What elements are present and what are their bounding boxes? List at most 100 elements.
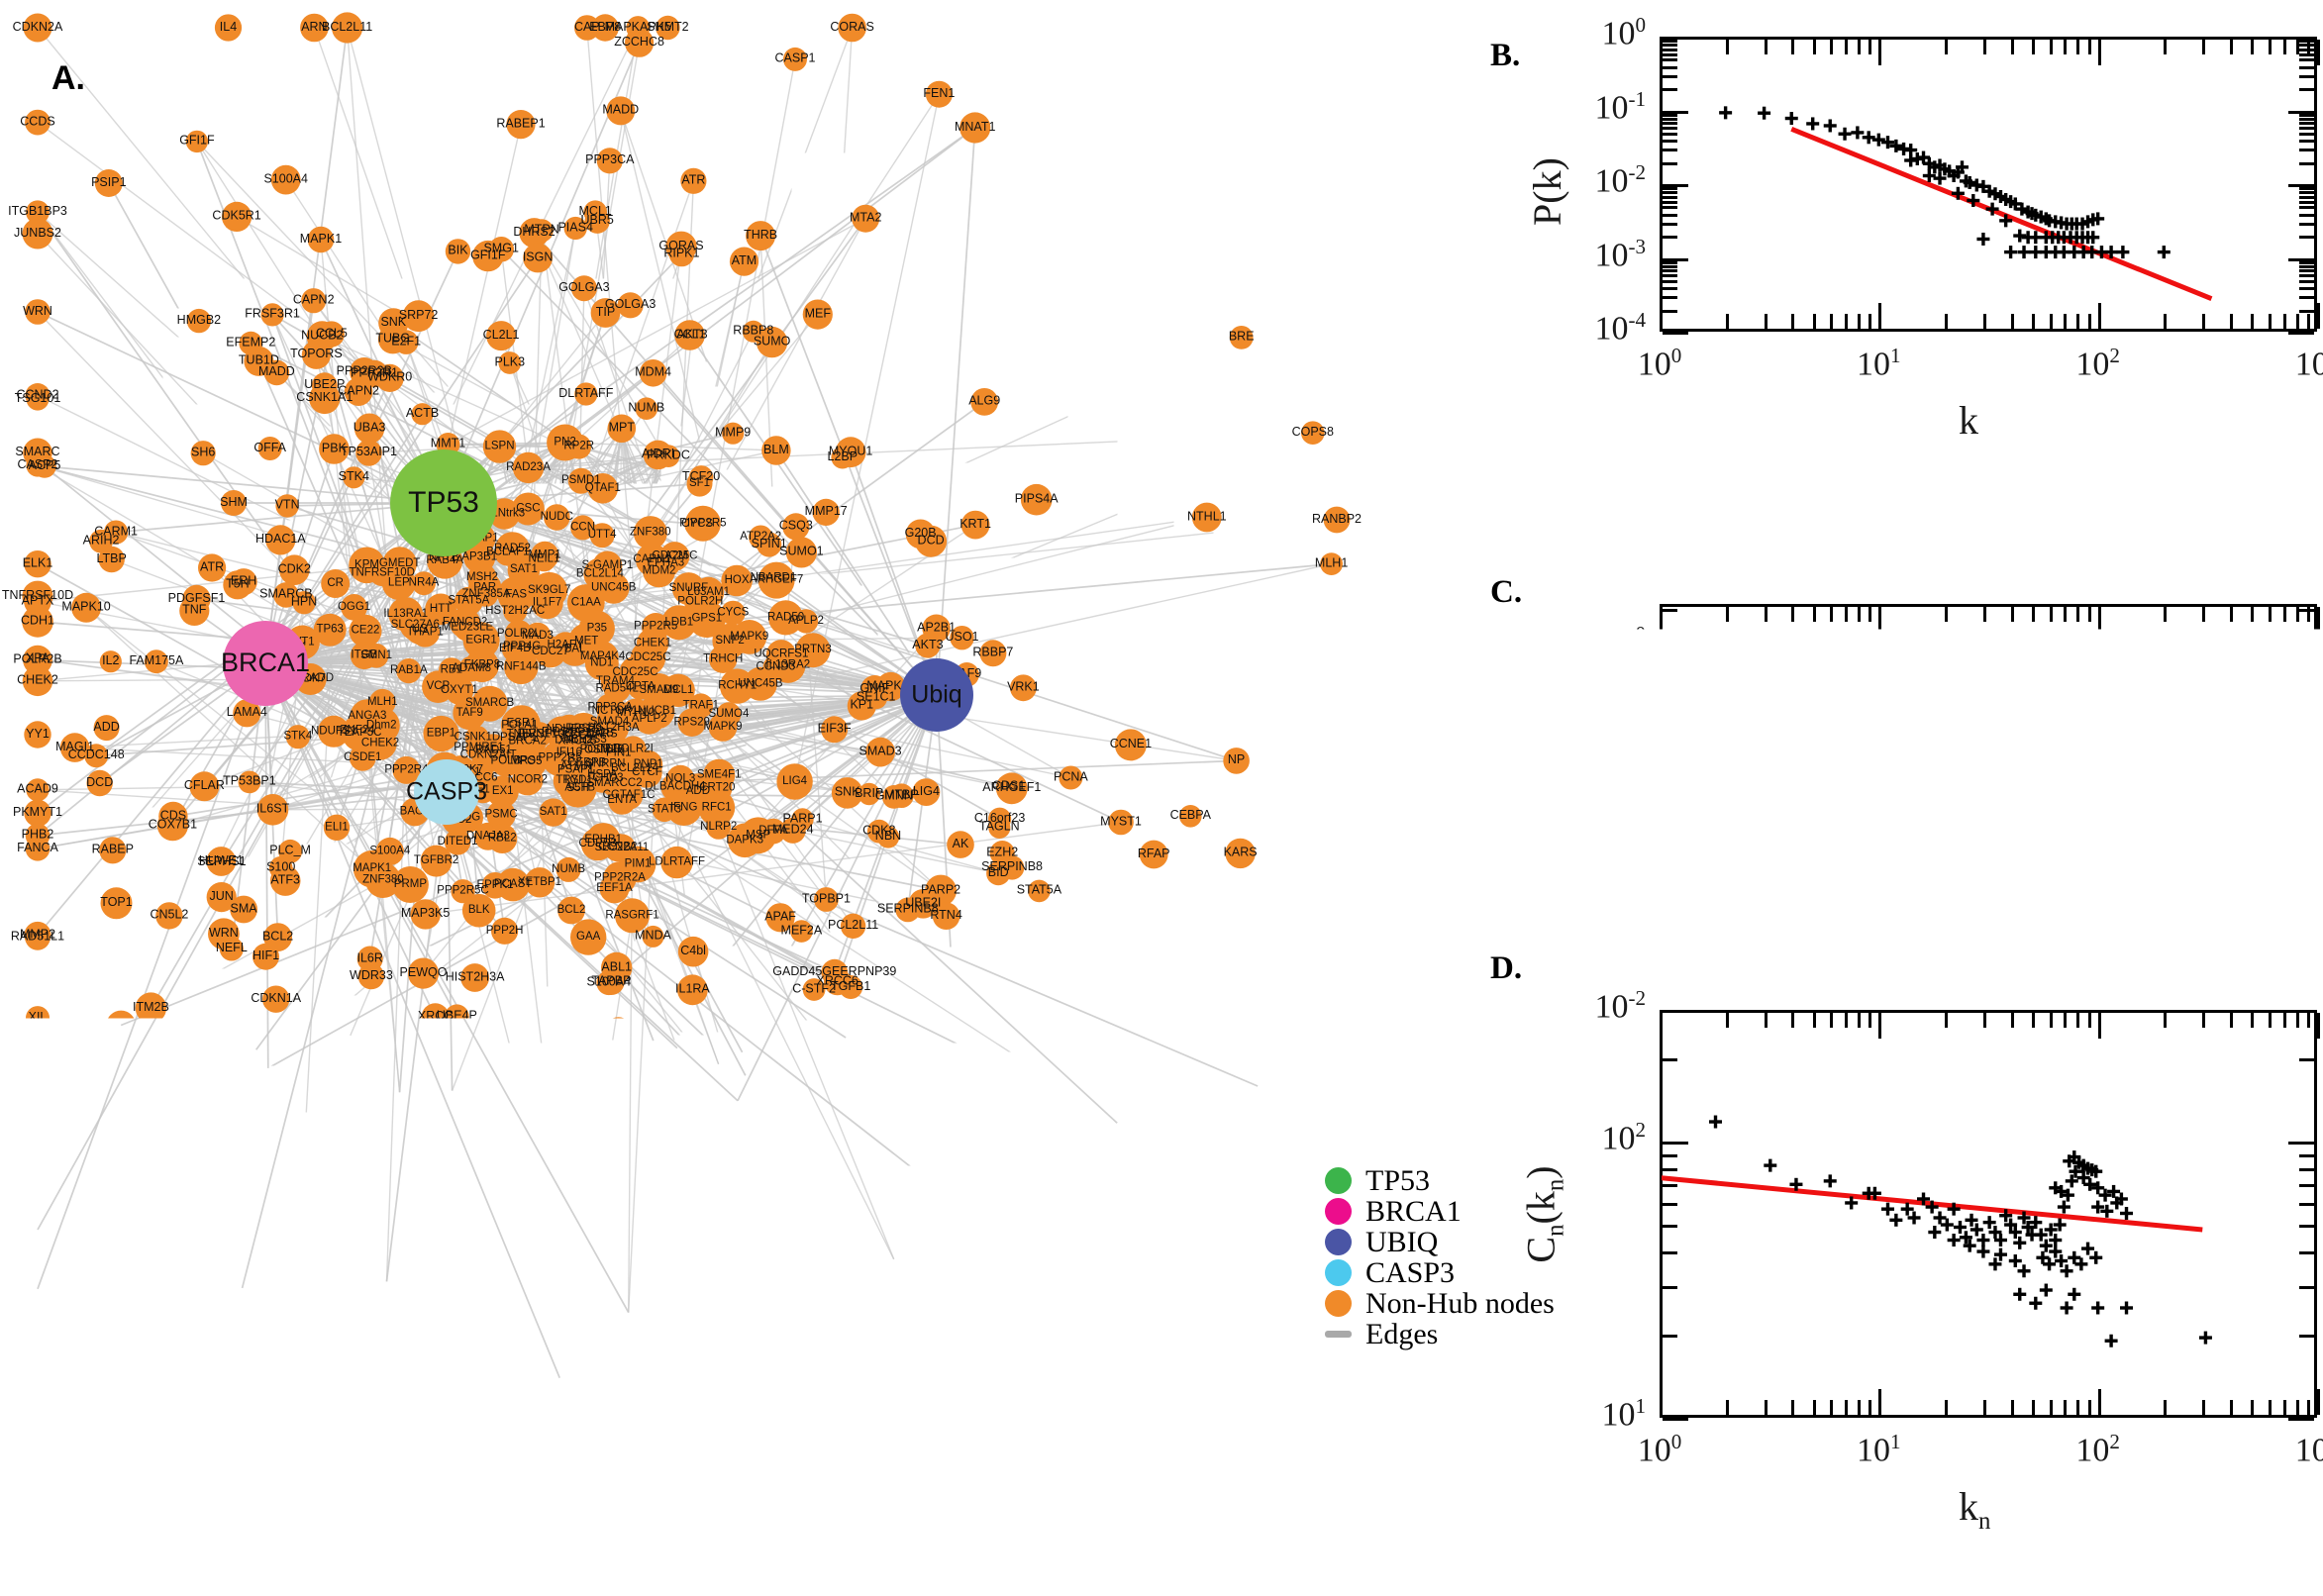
network-node-label: SPIN1 xyxy=(752,537,787,550)
network-node-label: PBK xyxy=(322,441,348,454)
network-node-label: MMP13 xyxy=(16,1222,58,1236)
network-node-label: SMARCC2 xyxy=(586,777,642,789)
y-axis-tick-label: 10-2 xyxy=(1465,867,1646,907)
network-node-label: PAR xyxy=(473,581,496,593)
network-node-label: IL1RA xyxy=(675,982,710,996)
network-node-label: PPP2H xyxy=(486,925,524,937)
network-node-label: EBP1 xyxy=(427,728,455,740)
network-node-label: UBA3 xyxy=(354,420,386,434)
network-node-label: MMP2 xyxy=(20,927,55,941)
network-node-label: EPHB1 xyxy=(584,834,622,846)
network-node-label: TCF20 xyxy=(682,469,720,483)
network-node-label: GTF2A2 xyxy=(245,1060,291,1074)
network-node-label: S100 xyxy=(266,859,295,873)
network-node-label: MTPN xyxy=(752,1100,786,1114)
network-node-label: NCOR2 xyxy=(508,773,548,785)
network-node-label: MAP3K5 xyxy=(401,906,450,920)
network-node-label: RNF144B xyxy=(496,660,547,672)
network-node-label: EPPK1 xyxy=(476,879,513,891)
network-node-label: WDR33 xyxy=(350,968,393,982)
network-node-label: WRN xyxy=(209,926,239,940)
network-node-label: MNAT1 xyxy=(955,120,995,134)
network-node-label: EX1 xyxy=(492,785,514,797)
network-node-label: MEF2A xyxy=(781,923,823,937)
network-node-label: SERPINB8 xyxy=(981,859,1043,873)
network-node-label: JUND xyxy=(1095,1030,1128,1044)
network-node-label: RAD54L xyxy=(595,682,639,694)
network-node-label: RABEP xyxy=(92,843,134,856)
network-node-label: CDKN1A xyxy=(251,991,301,1005)
network-node-label: NEIL1 xyxy=(529,553,560,565)
network-node-label: GFI1F xyxy=(179,134,215,148)
network-node-label: MNDA xyxy=(635,929,671,943)
network-node-label: A2M xyxy=(664,549,688,561)
network-node-label: EGR1 xyxy=(465,634,496,646)
network-node-label: MAP2K7 xyxy=(956,1232,1004,1246)
network-node-label: TOPORS xyxy=(290,347,343,360)
network-node-label: ARIH2 xyxy=(83,533,120,547)
x-axis-title: kn xyxy=(1959,1483,1990,1536)
network-node-label: KIAA0037 xyxy=(10,1132,65,1146)
network-node-label: PPA1 xyxy=(158,1258,189,1272)
network-node-label: HOX xyxy=(725,574,750,586)
network-node-label: RAD51 xyxy=(475,744,512,755)
network-node-label: NBARD1 xyxy=(751,572,797,584)
network-node-label: NUCB1 xyxy=(638,705,676,717)
network-node-label: SME4F1 xyxy=(697,768,742,780)
network-node-label: PARP1 xyxy=(782,811,822,825)
network-node-label: MAPK9 xyxy=(730,631,768,643)
network-node-label: BCL2 xyxy=(262,929,293,943)
network-node-label: GFI1F xyxy=(470,248,506,261)
network-node-label: XIL xyxy=(29,1010,48,1024)
network-node-label: SRP72 xyxy=(399,308,439,322)
network-node-label: TIP xyxy=(596,305,615,319)
network-node-label: RBL2 xyxy=(488,833,517,845)
network-node-label: MTBP xyxy=(884,787,919,801)
network-node-label: T4SH1B xyxy=(822,1030,868,1044)
y-axis-title: C(kn) xyxy=(1525,707,1577,792)
x-axis-tick-label: 100 xyxy=(1616,344,1703,383)
network-node-label: FANCD2 xyxy=(443,617,487,629)
network-node-label: YY1 xyxy=(26,727,50,741)
network-node-label: CCND3 xyxy=(756,661,795,673)
network-node-label: LTBP xyxy=(97,551,127,565)
hub-node-label-ubiq: Ubiq xyxy=(911,681,961,709)
network-node-label: POLB xyxy=(491,755,522,767)
network-node-label: ORG3 xyxy=(733,1209,767,1223)
network-node-label: NTHL1 xyxy=(1187,509,1227,523)
network-node-label: PPP2R5 xyxy=(634,621,677,633)
network-node-label: SMAD3 xyxy=(859,744,902,757)
network-node-label: RAD52 xyxy=(494,543,531,554)
network-node-label: TGFB1 xyxy=(831,979,870,993)
network-node-label: TRHCH xyxy=(703,652,743,664)
network-node-label: NOL3 xyxy=(665,773,695,785)
network-node-label: CSNK1D xyxy=(454,732,501,744)
network-node-label: RASGRF1 xyxy=(605,909,658,921)
network-node-label: FEN1 xyxy=(923,86,955,100)
network-node-label: PMS2 xyxy=(601,1023,635,1037)
network-node-label: LDLRTAFF xyxy=(649,856,705,868)
network-node-label: CDH1 xyxy=(21,614,54,628)
network-node-label: CDS xyxy=(160,808,186,822)
network-node-label: CR xyxy=(327,577,344,589)
network-node-label: CAPN2 xyxy=(293,292,335,306)
network-node-label: CDC25C xyxy=(625,651,670,663)
network-node-label: RAB1A xyxy=(390,664,428,676)
network-node-label: JOAP1 xyxy=(542,1464,581,1478)
x-axis-tick-label: 101 xyxy=(1835,1430,1922,1469)
network-node-label: CDB1 xyxy=(240,1042,272,1055)
network-node-label: HMGB2 xyxy=(177,313,222,327)
x-axis-tick-label: 101 xyxy=(1835,344,1922,383)
network-node-label: TSG101 xyxy=(15,391,61,405)
network-node-label: E2F1 xyxy=(391,334,421,348)
network-node-label: ATM xyxy=(732,253,757,267)
network-node-label: TOP1 xyxy=(100,895,132,909)
network-node-label: GAA xyxy=(576,931,601,943)
legend-item-label: Edges xyxy=(1365,1318,1438,1351)
y-axis-tick-label: 10-1 xyxy=(1465,87,1646,127)
network-node-label: MLH1 xyxy=(367,696,398,708)
network-node-label: P35 xyxy=(587,622,607,634)
network-node-label: FAS xyxy=(505,588,527,600)
network-node-label: RABEP1 xyxy=(496,116,545,130)
network-node-label: PARP2 xyxy=(921,882,960,896)
